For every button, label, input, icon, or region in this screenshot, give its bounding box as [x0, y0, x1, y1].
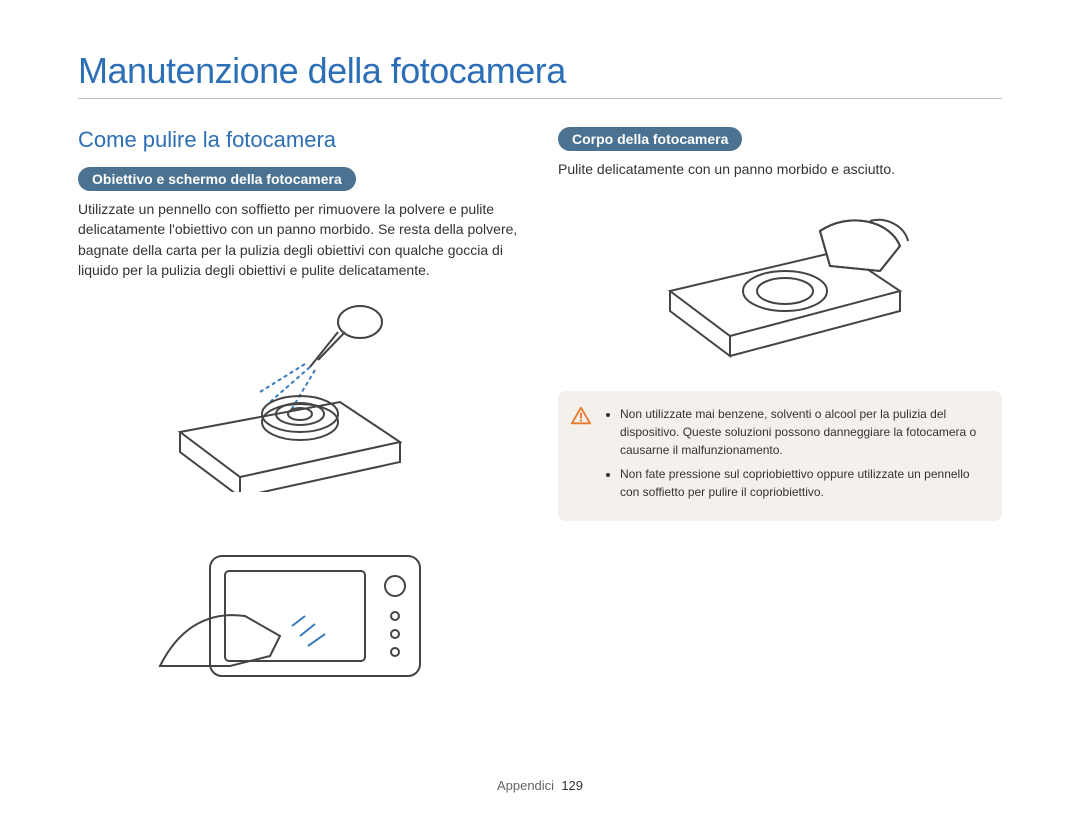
subsection-pill-lens: Obiettivo e schermo della fotocamera [78, 167, 356, 191]
callout-item: Non fate pressione sul copriobiettivo op… [620, 465, 986, 501]
page-title: Manutenzione della fotocamera [78, 50, 1002, 92]
illustration-wipe-body [630, 191, 930, 371]
callout-item: Non utilizzate mai benzene, solventi o a… [620, 405, 986, 459]
right-column: Corpo della fotocamera Pulite delicatame… [558, 127, 1002, 720]
lens-body-text: Utilizzate un pennello con soffietto per… [78, 199, 522, 280]
two-column-layout: Come pulire la fotocamera Obiettivo e sc… [78, 127, 1002, 720]
subsection-pill-body: Corpo della fotocamera [558, 127, 742, 151]
page-footer: Appendici 129 [0, 778, 1080, 793]
title-rule [78, 98, 1002, 99]
warning-callout: Non utilizzate mai benzene, solventi o a… [558, 391, 1002, 521]
footer-page-number: 129 [561, 778, 583, 793]
warning-icon [570, 405, 592, 427]
illustration-wipe-screen [150, 506, 450, 706]
left-column: Come pulire la fotocamera Obiettivo e sc… [78, 127, 522, 720]
body-clean-text: Pulite delicatamente con un panno morbid… [558, 159, 1002, 179]
illustration-blower [150, 292, 450, 492]
section-heading: Come pulire la fotocamera [78, 127, 522, 153]
footer-section: Appendici [497, 778, 554, 793]
